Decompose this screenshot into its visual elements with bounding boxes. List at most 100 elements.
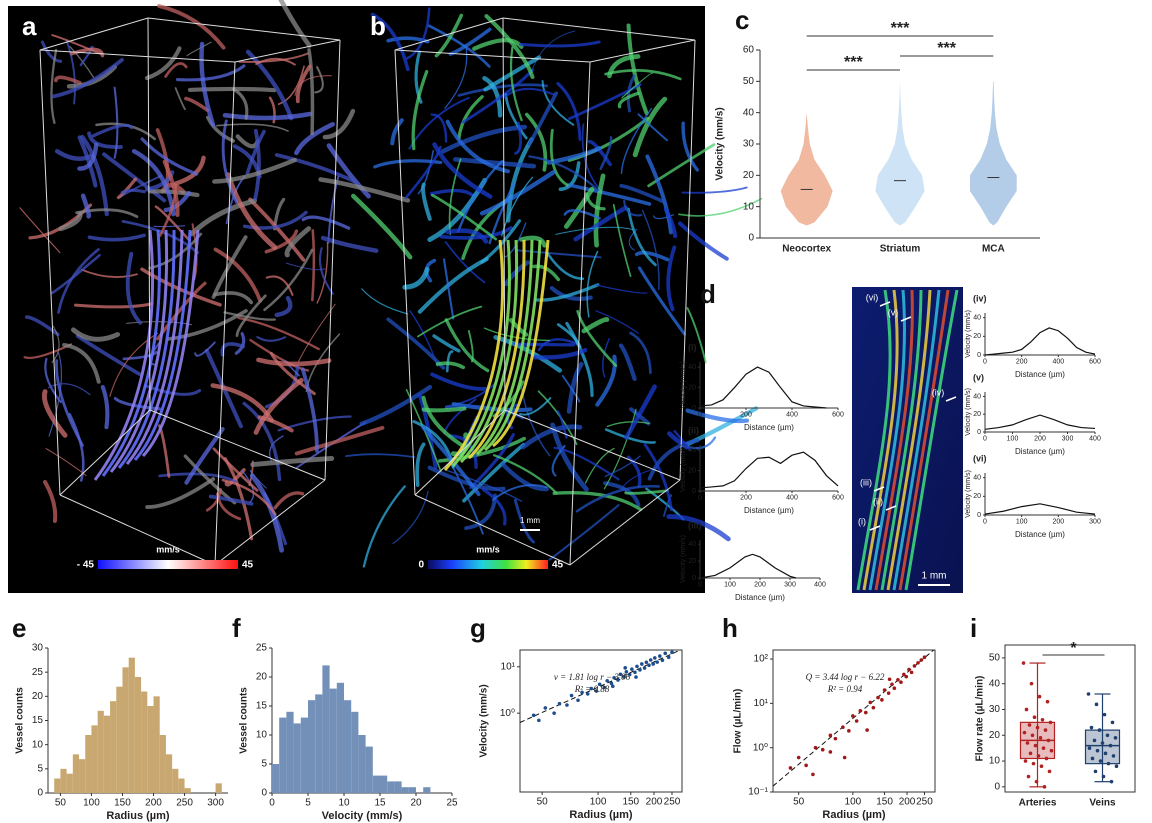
- x-tick-label: 250: [176, 798, 193, 809]
- vessel: [174, 87, 186, 111]
- y-tick-label: 40: [688, 447, 696, 454]
- vessel: [862, 289, 899, 591]
- vessel: [444, 241, 486, 284]
- point: [633, 670, 637, 675]
- vessel: [19, 207, 61, 254]
- image-label: (v): [888, 307, 899, 317]
- bar: [308, 700, 316, 793]
- vessel: [620, 108, 653, 175]
- point: [820, 747, 825, 752]
- wireframe: [679, 39, 696, 481]
- y-axis-label: Flow rate (µL/min): [975, 676, 986, 762]
- scale-bar-label: 1 mm: [520, 516, 540, 525]
- vessel: [504, 93, 528, 140]
- wireframe: [414, 494, 571, 566]
- violin: [780, 81, 833, 226]
- wireframe: [149, 409, 326, 481]
- vessel: [623, 199, 643, 217]
- point: [1036, 754, 1041, 758]
- y-tick-label: 0: [37, 788, 43, 799]
- y-tick-label: 0: [692, 575, 696, 582]
- vessel: [220, 342, 246, 357]
- vessel: [278, 0, 312, 48]
- bar: [365, 746, 373, 793]
- wireframe: [147, 17, 341, 41]
- plot-frame: [1004, 644, 1136, 793]
- point: [912, 664, 917, 668]
- vessel: [637, 113, 668, 142]
- vessel: [222, 111, 313, 121]
- y-tick-label: 60: [743, 45, 755, 56]
- vessel: [80, 193, 92, 219]
- equation: ν = 1.81 log r − 3.06: [554, 672, 631, 682]
- vessel: [294, 425, 385, 456]
- vessel: [504, 222, 527, 258]
- panel-label: e: [12, 613, 26, 643]
- bar: [141, 691, 148, 793]
- y-tick-label: 50: [743, 76, 755, 87]
- point: [640, 662, 644, 666]
- bar: [394, 781, 402, 793]
- vessel: [62, 343, 101, 384]
- point: [652, 656, 657, 660]
- bar: [272, 764, 280, 793]
- vessel: [606, 421, 650, 427]
- x-tick-label: 600: [832, 412, 844, 419]
- wireframe: [502, 17, 696, 41]
- point: [851, 714, 855, 718]
- plot-title: (ii): [688, 425, 699, 435]
- point: [1035, 725, 1040, 730]
- vessel: [432, 334, 461, 353]
- vessel: [133, 229, 192, 461]
- point: [1024, 707, 1029, 712]
- y-tick-label: 10: [743, 201, 755, 212]
- vessel: [47, 383, 91, 396]
- vessel: [491, 484, 548, 501]
- point: [1026, 774, 1031, 779]
- vessel: [430, 372, 487, 391]
- y-tick-label: 40: [973, 393, 981, 400]
- vessel: [445, 119, 510, 174]
- vessel: [686, 307, 707, 364]
- point: [902, 672, 906, 677]
- point: [1039, 764, 1044, 769]
- point: [886, 691, 891, 695]
- vessel: [568, 83, 642, 121]
- vessel: [565, 321, 594, 398]
- point: [660, 658, 665, 663]
- x-tick-label: 400: [814, 582, 826, 589]
- x-tick-label: 400: [1052, 359, 1064, 366]
- wireframe: [39, 17, 149, 51]
- point: [612, 675, 616, 680]
- vessel: [435, 361, 466, 370]
- vessel: [555, 226, 634, 235]
- vessel: [434, 13, 464, 58]
- x-tick-label: 0: [698, 412, 702, 419]
- point: [642, 666, 647, 670]
- vessel: [157, 4, 226, 50]
- vessel: [264, 229, 299, 254]
- vessel: [666, 245, 677, 312]
- vessel: [430, 113, 448, 143]
- y-tick-label: 0: [977, 352, 981, 359]
- vessel: [370, 12, 410, 72]
- vessel: [432, 142, 493, 199]
- vessel: [519, 40, 601, 48]
- vessel: [563, 186, 595, 229]
- vessel: [417, 149, 434, 195]
- vessel: [263, 248, 314, 312]
- y-tick-label: 25: [256, 643, 268, 654]
- panel-label: c: [735, 5, 749, 35]
- panel-label: b: [370, 11, 386, 41]
- vessel: [514, 249, 602, 259]
- point: [589, 686, 594, 691]
- vessel: [318, 247, 334, 295]
- point: [880, 698, 884, 702]
- image-label: (iv): [932, 387, 945, 397]
- point: [1040, 717, 1045, 722]
- vessel: [513, 498, 535, 544]
- vessel: [184, 426, 225, 485]
- bar: [128, 657, 135, 793]
- vessel: [101, 229, 161, 477]
